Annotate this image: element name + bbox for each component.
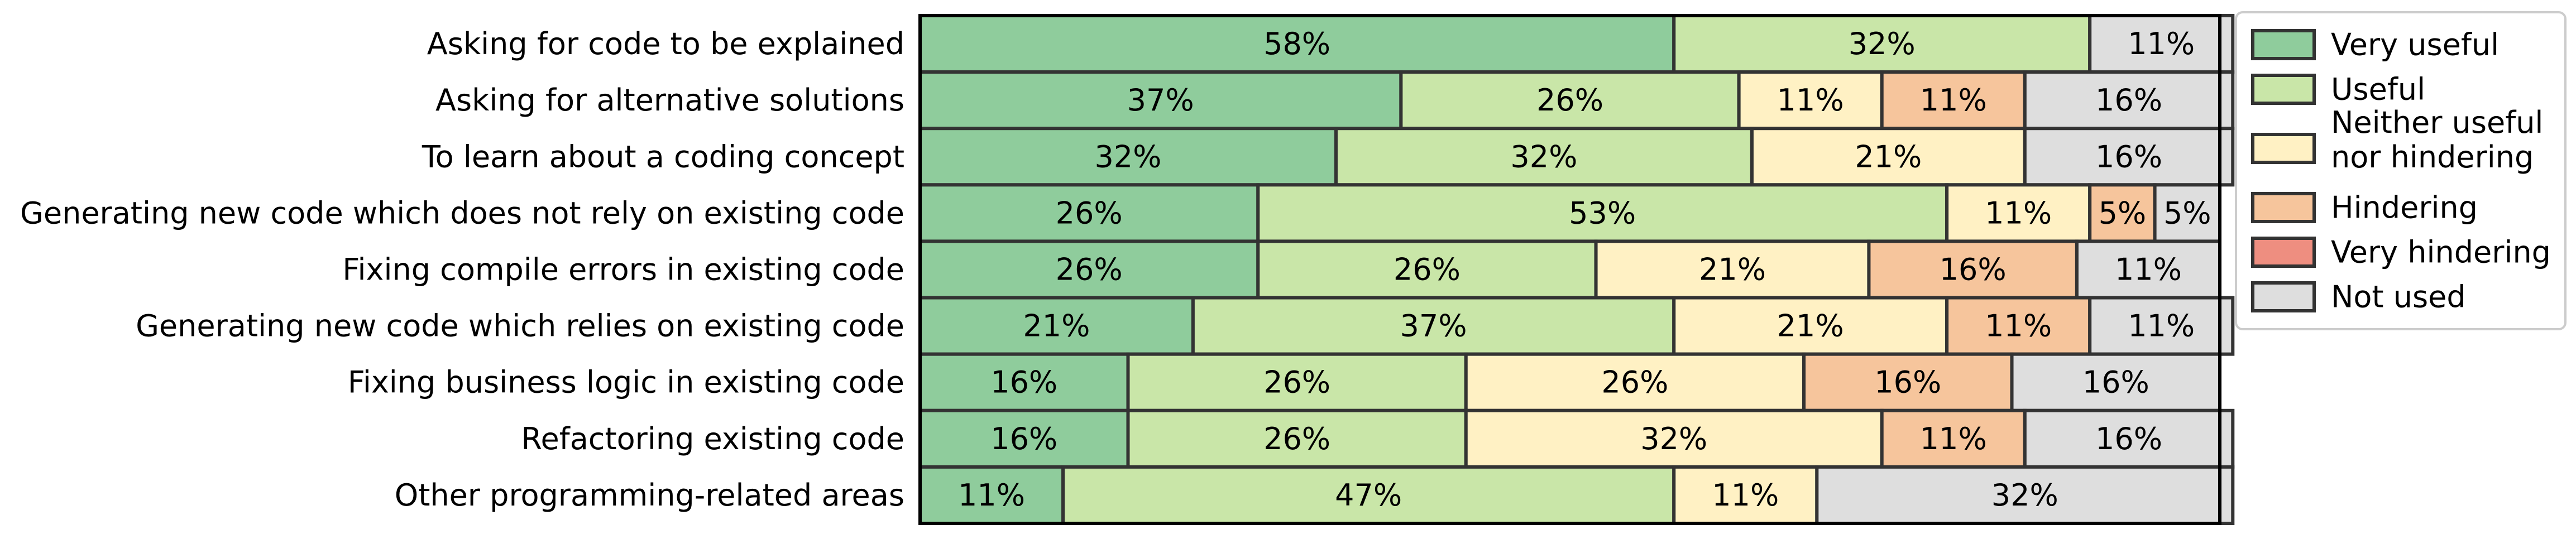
bar-value-label: 53%: [1569, 195, 1636, 230]
bar-value-label: 5%: [2099, 195, 2147, 230]
legend-swatch: [2251, 29, 2316, 60]
bar-value-label: 11%: [1777, 83, 1844, 118]
bar-value-label: 11%: [1712, 478, 1779, 513]
bar-segment: [2075, 239, 2221, 300]
bar-value-label: 32%: [1991, 478, 2058, 513]
legend-entry-label: Very hindering: [2331, 235, 2551, 270]
bar-value-label: 11%: [1920, 421, 1987, 456]
bar-segment: [1737, 70, 1884, 131]
category-label: Asking for alternative solutions: [435, 83, 904, 118]
bar-value-label: 37%: [1400, 309, 1467, 344]
bar-value-label: 26%: [1263, 421, 1330, 456]
bar-segment: [1594, 239, 1871, 300]
category-label: To learn about a coding concept: [422, 139, 904, 174]
plot-frame: [918, 14, 2221, 525]
category-label: Generating new code which relies on exis…: [136, 309, 904, 344]
bar-value-label: 26%: [1056, 195, 1123, 230]
bar-value-label: 11%: [2115, 252, 2182, 287]
bar-value-label: 11%: [958, 478, 1025, 513]
legend-swatch: [2251, 133, 2316, 164]
bar-value-label: 21%: [1699, 252, 1766, 287]
bar-segment: [1256, 239, 1598, 300]
category-labels: Asking for code to be explained Asking fo…: [20, 26, 904, 513]
bar-value-label: 16%: [990, 365, 1057, 400]
bar-value-label: 11%: [1985, 195, 2052, 230]
bar-segment: [2088, 183, 2157, 243]
bar-value-label: 26%: [1601, 365, 1668, 400]
bar-value-label: 32%: [1849, 26, 1916, 61]
bar-segment: [2023, 127, 2235, 187]
legend-entry-line: Neither useful: [2331, 105, 2543, 140]
bar-value-label: 16%: [2082, 365, 2149, 400]
bar-segment: [1126, 352, 1468, 412]
bar-segment: [1256, 183, 1949, 243]
legend-entry-line: nor hindering: [2331, 139, 2534, 175]
category-label: Fixing compile errors in existing code: [342, 252, 904, 287]
category-label: Other programming-related areas: [395, 478, 904, 513]
bar-segment: [2088, 296, 2235, 356]
bar-segment: [2023, 70, 2235, 131]
bar-segment: [1880, 408, 2027, 469]
bar-value-label: 26%: [1394, 252, 1461, 287]
bar-segment: [918, 296, 1195, 356]
category-label: Asking for code to be explained: [427, 26, 904, 61]
bar-value-label: 21%: [1023, 309, 1090, 344]
category-label: Generating new code which does not rely …: [20, 195, 904, 230]
bar-segment: [2153, 183, 2222, 243]
legend-swatch: [2251, 192, 2316, 223]
category-label: Fixing business logic in existing code: [348, 365, 904, 400]
bar-segment: [1334, 127, 1754, 187]
bar-value-label: 26%: [1263, 365, 1330, 400]
legend-entry-label: Useful: [2331, 72, 2425, 107]
bar-segment: [1802, 352, 2014, 412]
bar-value-label: 11%: [1920, 83, 1987, 118]
bar-value-label: 21%: [1777, 309, 1844, 344]
bar-value-label: 11%: [1985, 309, 2052, 344]
bar-value-label: 47%: [1335, 478, 1402, 513]
bar-segment: [2023, 408, 2235, 469]
bar-value-label: 32%: [1094, 139, 1161, 174]
bar-value-label: 21%: [1855, 139, 1922, 174]
bar-segment: [1867, 239, 2079, 300]
legend-entry-label: Very useful: [2331, 27, 2499, 62]
bar-value-label: 16%: [2095, 83, 2162, 118]
legend-entry-label: Neither useful nor hindering: [2331, 105, 2543, 175]
category-label: Refactoring existing code: [521, 421, 904, 456]
bars-group: 58% 32% 11%37% 26% 11% 11% 16%32% 32% 21% 16%26% 5…: [918, 14, 2235, 526]
bar-value-label: 16%: [2095, 421, 2162, 456]
bar-value-label: 16%: [990, 421, 1057, 456]
legend-swatch: [2251, 74, 2316, 105]
bar-value-label: 26%: [1536, 83, 1603, 118]
legend-frame: [2235, 11, 2567, 330]
bar-value-label: 16%: [1940, 252, 2007, 287]
bar-value-label: 16%: [1874, 365, 1941, 400]
bar-value-label: 37%: [1127, 83, 1194, 118]
legend-entry-label: Hindering: [2331, 190, 2478, 225]
bar-value-label: 32%: [1640, 421, 1707, 456]
bar-value-label: 32%: [1510, 139, 1577, 174]
bar-value-label: 11%: [2128, 309, 2195, 344]
legend-swatch: [2251, 281, 2316, 312]
bar-value-label: 16%: [2095, 139, 2162, 174]
bar-value-label: 11%: [2128, 26, 2195, 61]
bar-value-label: 26%: [1056, 252, 1123, 287]
legend-swatch: [2251, 237, 2316, 268]
bar-value-label: 5%: [2163, 195, 2211, 230]
bar-value-label: 58%: [1263, 26, 1330, 61]
legend-entry-label: Not used: [2331, 280, 2466, 315]
